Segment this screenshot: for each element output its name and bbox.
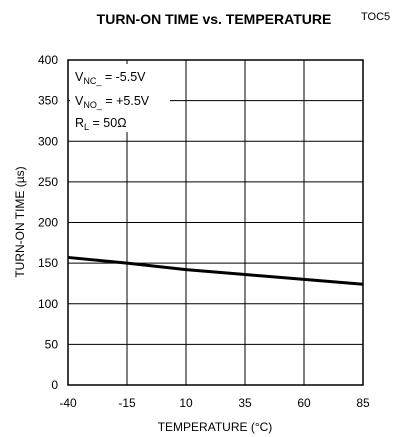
annotation-rl: RL = 50Ω [75,116,127,132]
x-tick-label: -15 [118,396,136,410]
x-tick-label: 10 [179,396,193,410]
chart-title: TURN-ON TIME vs. TEMPERATURE [97,11,332,27]
y-tick-label: 200 [38,216,58,230]
annotations: VNC_ = -5.5V VNO_ = +5.5V RL = 50Ω [70,64,170,132]
annotation-vno: VNO_ = +5.5V [75,94,150,110]
y-tick-label: 400 [38,53,58,67]
x-axis-ticks: -40 -15 10 35 60 85 [59,396,370,410]
x-tick-label: 60 [297,396,311,410]
y-axis-label: TURN-ON TIME (µs) [13,166,27,277]
plot-frame [67,59,364,386]
y-tick-label: 250 [38,175,58,189]
y-tick-label: 0 [51,378,58,392]
y-tick-label: 150 [38,256,58,270]
y-tick-label: 350 [38,94,58,108]
x-tick-label: 35 [238,396,252,410]
annotation-background [70,64,170,132]
x-tick-label: -40 [59,396,77,410]
figure-id: TOC5 [361,11,390,23]
y-tick-label: 50 [45,337,59,351]
x-tick-label: 85 [356,396,370,410]
x-axis-label: TEMPERATURE (°C) [158,420,273,434]
y-axis-ticks: 0 50 100 150 200 250 300 350 400 [38,53,58,392]
series-layer [67,255,364,286]
series-line [67,255,364,286]
y-tick-label: 100 [38,297,58,311]
y-tick-label: 300 [38,134,58,148]
annotation-vnc: VNC_ = -5.5V [75,70,146,86]
